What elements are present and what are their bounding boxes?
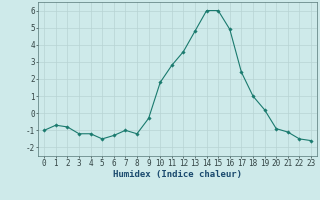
X-axis label: Humidex (Indice chaleur): Humidex (Indice chaleur) bbox=[113, 170, 242, 179]
